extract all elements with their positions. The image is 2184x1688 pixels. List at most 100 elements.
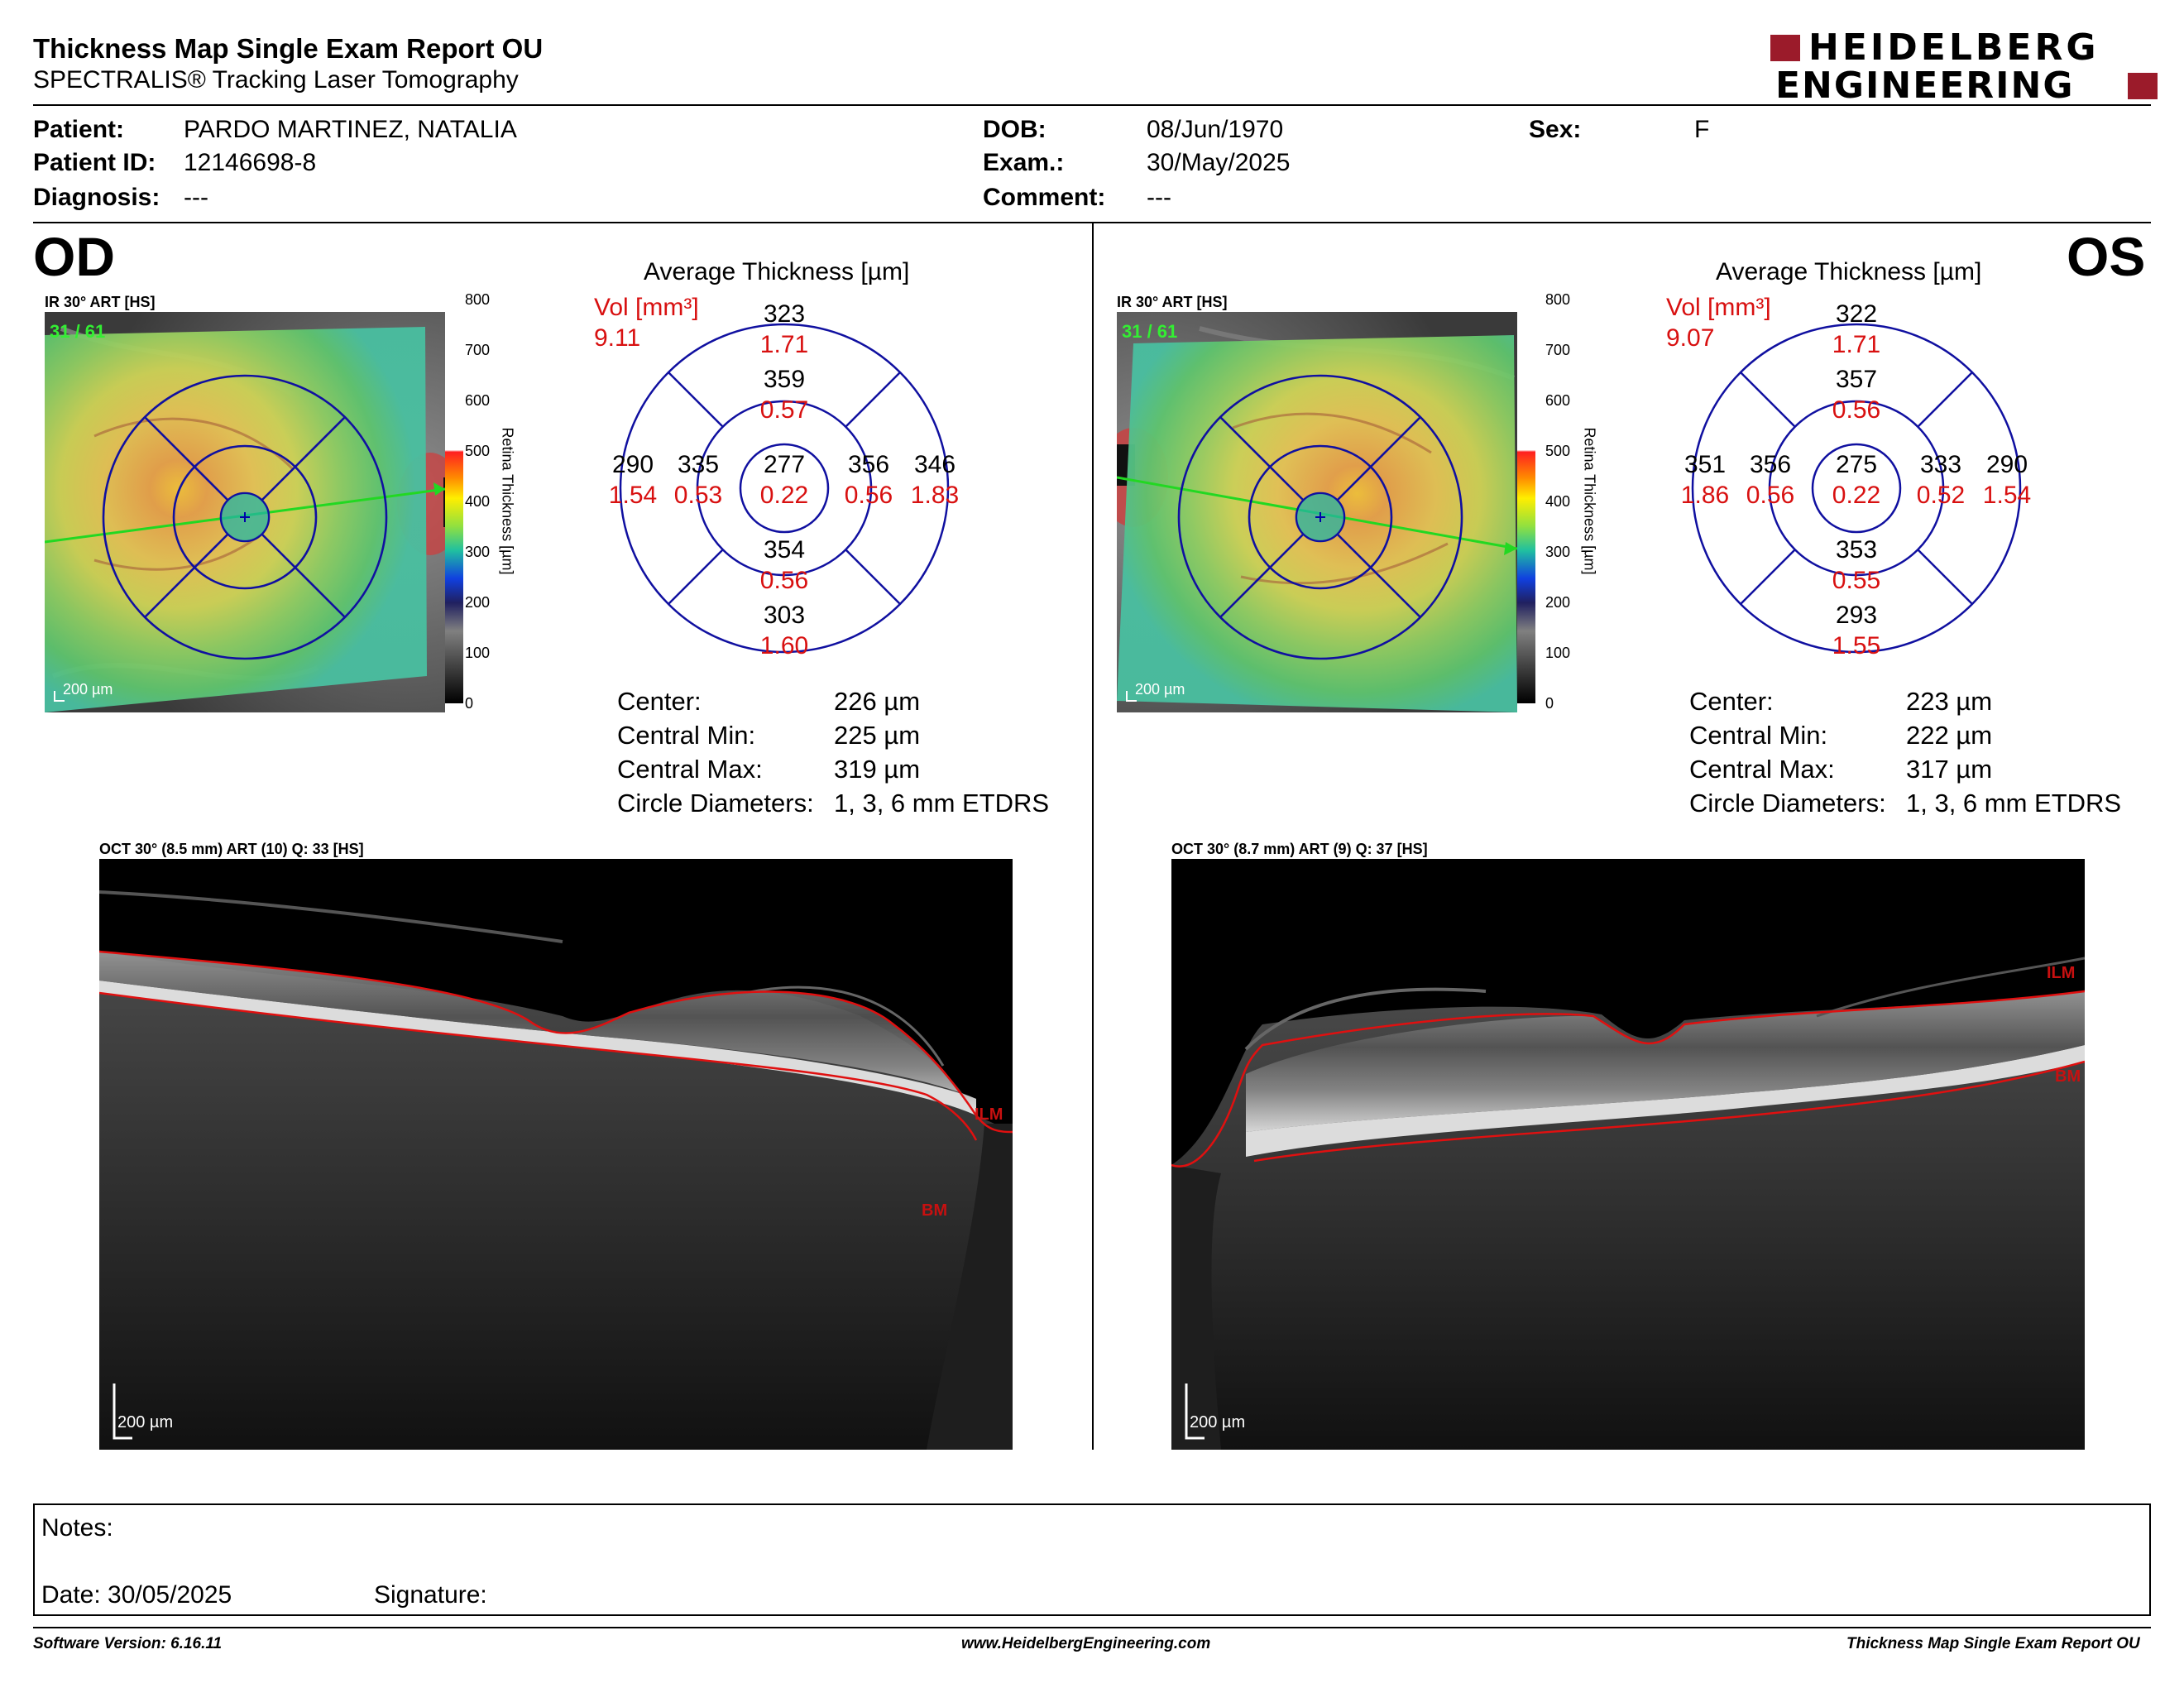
od-colorbar <box>445 301 463 703</box>
os-center-thickness: 275 <box>1835 451 1878 478</box>
heidelberg-logo: HEIDELBERG ENGINEERING <box>1770 30 2159 104</box>
os-inner-left-volume: 0.56 <box>1746 482 1795 509</box>
date-label: Date: 30/05/2025 <box>41 1581 232 1609</box>
os-inner-right-volume: 0.52 <box>1916 482 1966 509</box>
os-outer-right-thickness: 290 <box>1985 451 2028 478</box>
od-stat-min-value: 225 µm <box>834 721 921 750</box>
od-inner-right-volume: 0.56 <box>844 482 893 509</box>
os-outer-inferior-volume: 1.55 <box>1832 632 1881 659</box>
diagnosis-label: Diagnosis: <box>33 184 160 211</box>
exam-label: Exam.: <box>983 149 1065 176</box>
os-oct-bscan <box>1171 859 2086 1450</box>
patient-label: Patient: <box>33 116 125 143</box>
comment-label: Comment: <box>983 184 1106 211</box>
os-tick-800: 800 <box>1545 291 1571 308</box>
os-outer-superior-thickness: 322 <box>1835 300 1878 328</box>
center-divider <box>1092 223 1094 1450</box>
od-stat-diam-value: 1, 3, 6 mm ETDRS <box>834 789 1050 818</box>
od-outer-superior-thickness: 323 <box>763 300 806 328</box>
os-tick-100: 100 <box>1545 645 1571 661</box>
os-map-scale: 200 µm <box>1135 681 1185 698</box>
os-stat-min-value: 222 µm <box>1906 721 1993 750</box>
os-tick-200: 200 <box>1545 594 1571 611</box>
od-outer-inferior-volume: 1.60 <box>759 632 809 659</box>
dob-value: 08/Jun/1970 <box>1147 116 1284 143</box>
od-inner-right-thickness: 356 <box>847 451 890 478</box>
logo-line-1: HEIDELBERG <box>1808 26 2100 69</box>
od-colorbar-label: Retina Thickness [µm] <box>499 427 516 575</box>
sex-value: F <box>1694 116 1710 143</box>
dob-label: DOB: <box>983 116 1046 143</box>
os-oct-scale: 200 µm <box>1190 1413 1246 1431</box>
os-etdrs-grid <box>1666 298 2047 679</box>
patient-divider <box>33 222 2151 223</box>
os-stat-diam-value: 1, 3, 6 mm ETDRS <box>1906 789 2122 818</box>
od-outer-right-thickness: 346 <box>913 451 956 478</box>
os-stat-max-value: 317 µm <box>1906 755 1993 784</box>
os-center-volume: 0.22 <box>1832 482 1881 509</box>
os-outer-left-thickness: 351 <box>1684 451 1727 478</box>
od-tick-500: 500 <box>465 443 491 459</box>
od-tick-300: 300 <box>465 544 491 560</box>
os-colorbar-label: Retina Thickness [µm] <box>1581 427 1598 575</box>
os-bm-label: BM <box>2055 1067 2081 1086</box>
od-tick-200: 200 <box>465 594 491 611</box>
od-colorbar-ticks: 800 700 600 500 400 300 200 100 0 <box>465 291 498 722</box>
od-stat-max-label: Central Max: <box>617 755 763 784</box>
patient-id-label: Patient ID: <box>33 149 156 176</box>
eye-label-od: OD <box>33 226 115 287</box>
diagnosis-value: --- <box>184 184 208 211</box>
od-tick-700: 700 <box>465 342 491 358</box>
logo-square-bottom <box>2128 73 2158 99</box>
os-outer-superior-volume: 1.71 <box>1832 331 1881 358</box>
notes-box[interactable] <box>33 1503 2151 1616</box>
od-inner-inferior-volume: 0.56 <box>759 567 809 594</box>
od-tick-0: 0 <box>465 695 474 712</box>
footer-website[interactable]: www.HeidelbergEngineering.com <box>961 1635 1211 1652</box>
os-tick-700: 700 <box>1545 342 1571 358</box>
od-thickness-map <box>44 312 463 712</box>
od-tick-800: 800 <box>465 291 491 308</box>
os-inner-left-thickness: 356 <box>1749 451 1792 478</box>
os-stat-min-label: Central Min: <box>1689 721 1828 750</box>
od-vol-label: Vol [mm³] <box>594 294 699 321</box>
os-colorbar <box>1517 301 1535 703</box>
od-stat-min-label: Central Min: <box>617 721 756 750</box>
notes-label: Notes: <box>41 1514 113 1542</box>
od-inner-inferior-thickness: 354 <box>763 536 806 563</box>
os-stat-center-value: 223 µm <box>1906 687 1993 716</box>
od-center-volume: 0.22 <box>759 482 809 509</box>
footer-divider <box>33 1627 2151 1628</box>
patient-id-value: 12146698-8 <box>184 149 317 176</box>
od-stat-max-value: 319 µm <box>834 755 921 784</box>
od-inner-superior-thickness: 359 <box>763 366 806 393</box>
od-stat-center-label: Center: <box>617 687 702 716</box>
od-outer-superior-volume: 1.71 <box>759 331 809 358</box>
od-ir-header: IR 30° ART [HS] <box>45 294 156 310</box>
os-inner-right-thickness: 333 <box>1919 451 1962 478</box>
os-stat-diam-label: Circle Diameters: <box>1689 789 1886 818</box>
os-tick-0: 0 <box>1545 695 1554 712</box>
os-outer-right-volume: 1.54 <box>1982 482 2032 509</box>
od-outer-left-volume: 1.54 <box>608 482 658 509</box>
logo-line-2: ENGINEERING <box>1775 65 2075 107</box>
os-tick-300: 300 <box>1545 544 1571 560</box>
od-inner-left-thickness: 335 <box>677 451 720 478</box>
od-tick-100: 100 <box>465 645 491 661</box>
os-vol-value: 9.07 <box>1666 324 1715 352</box>
od-outer-inferior-thickness: 303 <box>763 602 806 629</box>
od-ilm-label: ILM <box>975 1105 1003 1124</box>
os-ir-header: IR 30° ART [HS] <box>1117 294 1228 310</box>
os-outer-left-volume: 1.86 <box>1680 482 1730 509</box>
od-inner-left-volume: 0.53 <box>673 482 723 509</box>
os-tick-600: 600 <box>1545 392 1571 409</box>
os-frame-counter: 31 / 61 <box>1122 321 1178 342</box>
od-inner-superior-volume: 0.57 <box>759 396 809 424</box>
os-inner-superior-volume: 0.56 <box>1832 396 1881 424</box>
sex-label: Sex: <box>1529 116 1582 143</box>
report-title: Thickness Map Single Exam Report OU <box>33 33 544 64</box>
patient-value: PARDO MARTINEZ, NATALIA <box>184 116 517 143</box>
os-vol-label: Vol [mm³] <box>1666 294 1771 321</box>
od-bm-label: BM <box>922 1201 948 1220</box>
od-oct-header: OCT 30° (8.5 mm) ART (10) Q: 33 [HS] <box>99 841 364 857</box>
